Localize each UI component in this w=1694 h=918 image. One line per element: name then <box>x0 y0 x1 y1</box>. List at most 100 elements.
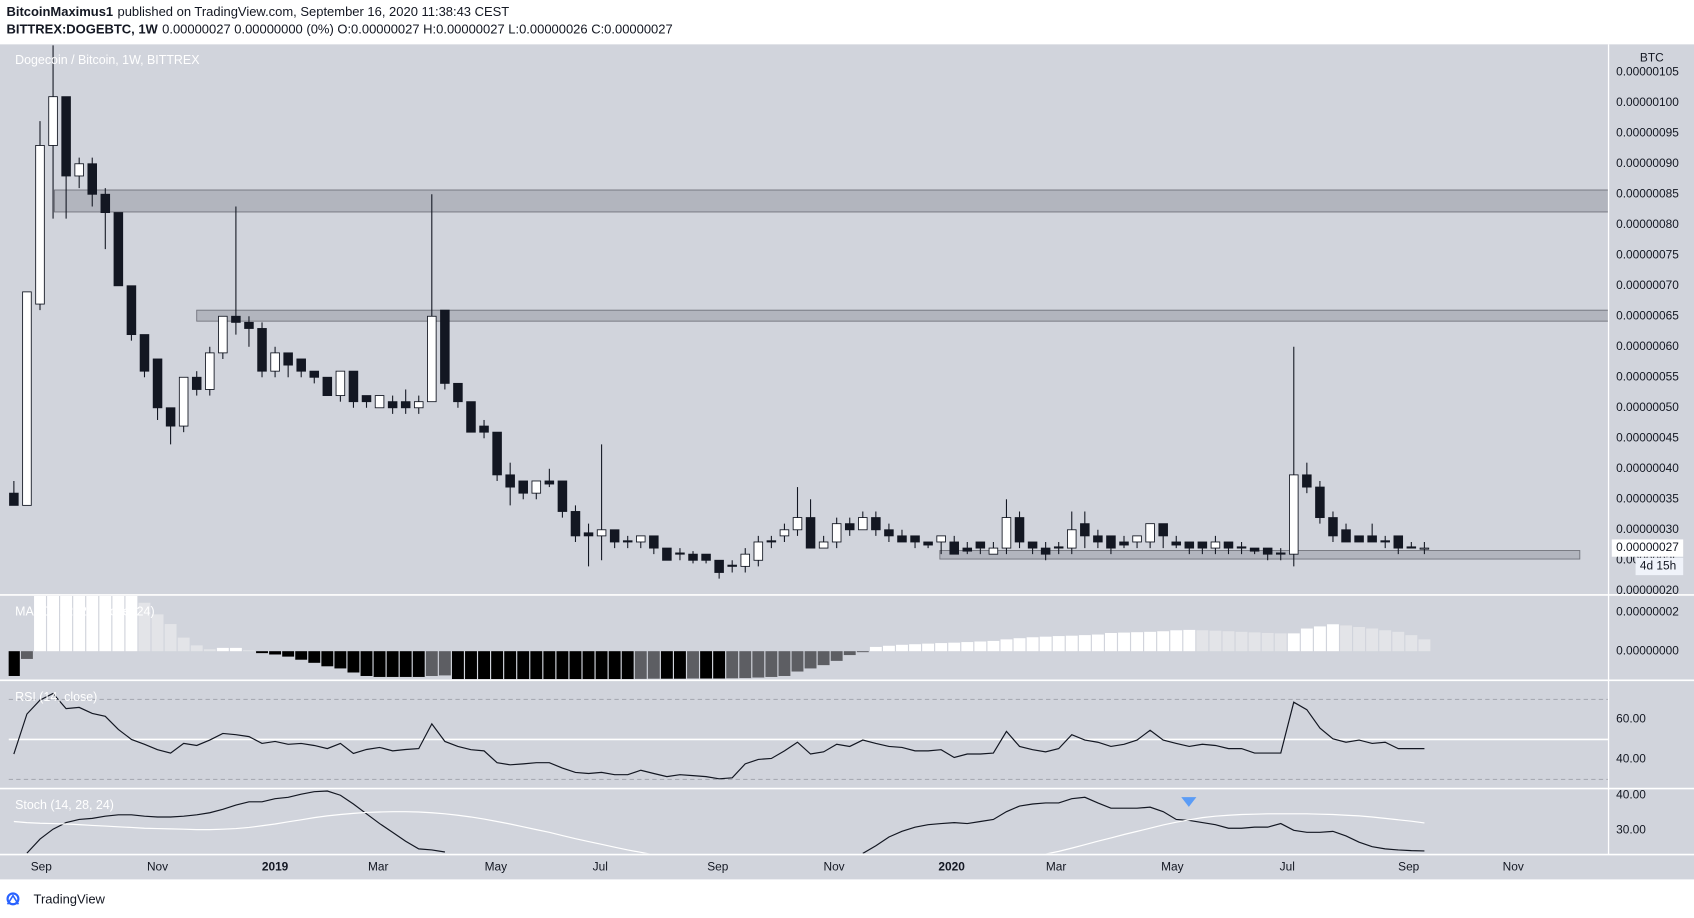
histogram-bar <box>164 624 177 652</box>
histogram-bar <box>595 651 608 680</box>
candle-body <box>1158 523 1168 537</box>
candle-body <box>649 535 659 549</box>
histogram-bar <box>713 651 726 679</box>
y-tick-label: 0.00000090 <box>1616 156 1679 170</box>
histogram-bar <box>478 651 490 680</box>
candle-body <box>1080 523 1090 537</box>
histogram-bar <box>843 651 856 656</box>
candle-body <box>962 547 973 552</box>
candle-body <box>1184 541 1195 549</box>
histogram-bar <box>1353 626 1366 652</box>
histogram-bar <box>269 651 282 655</box>
candle-body <box>1171 541 1182 546</box>
candle-body <box>1223 541 1234 549</box>
pane <box>8 692 1609 780</box>
candle-body <box>1302 474 1312 488</box>
histogram-bar <box>425 651 438 676</box>
candle-body <box>727 564 737 567</box>
x-tick-label: May <box>485 860 507 874</box>
countdown-box <box>1635 557 1684 576</box>
candle-body <box>988 547 999 555</box>
signal-marker <box>1181 797 1197 807</box>
candle-body <box>936 535 946 543</box>
candle-body <box>1380 540 1390 543</box>
indicator-line <box>13 811 1425 854</box>
histogram-bar <box>1078 635 1091 652</box>
candle-body <box>871 517 881 531</box>
candle-body <box>1106 535 1116 549</box>
histogram-bar <box>34 595 46 652</box>
candle-body <box>152 358 163 409</box>
candle-body <box>583 532 594 537</box>
candle-body <box>244 321 254 329</box>
histogram-bar <box>896 644 908 652</box>
candle-body <box>9 492 19 506</box>
histogram-bar <box>308 651 321 663</box>
candle-body <box>897 535 907 543</box>
y-tick-label: 0.00000100 <box>1616 95 1679 109</box>
candle-body <box>1001 517 1012 549</box>
histogram-bar <box>99 595 112 652</box>
histogram-bar <box>112 595 125 652</box>
candle-body <box>505 474 515 488</box>
x-tick-label: Nov <box>147 860 168 874</box>
histogram-bar <box>687 651 699 679</box>
y-tick-label: 0.00000050 <box>1616 400 1679 414</box>
histogram-bar <box>1366 628 1379 652</box>
y-tick-label: 40.00 <box>1616 752 1646 766</box>
candle-body <box>701 553 711 561</box>
histogram-bar <box>660 651 673 679</box>
histogram-bar <box>138 602 151 652</box>
candle-body <box>1289 474 1299 555</box>
y-tick-label: 30.00 <box>1616 822 1646 836</box>
pane-title: Stoch (14, 28, 24) <box>15 798 114 812</box>
histogram-bar <box>1405 635 1418 652</box>
indicator-line <box>26 790 1425 854</box>
candle-body <box>858 517 868 531</box>
histogram-bar <box>347 651 360 673</box>
zone <box>53 189 1609 213</box>
histogram-bar <box>1287 633 1300 652</box>
candle-body <box>975 541 986 549</box>
axis-unit: BTC <box>1640 51 1664 65</box>
candle-body <box>557 480 568 512</box>
candle-body <box>1119 541 1129 546</box>
histogram-bar <box>1274 633 1287 652</box>
histogram-bar <box>73 595 86 652</box>
histogram-bar <box>739 651 752 679</box>
histogram-bar <box>177 637 190 652</box>
histogram-bar <box>47 595 60 652</box>
histogram-bar <box>334 651 347 669</box>
histogram-bar <box>1392 631 1405 652</box>
candle-body <box>531 480 542 494</box>
x-tick-label: Mar <box>368 860 388 874</box>
y-tick-label: 0.00000080 <box>1616 217 1679 231</box>
candle-body <box>1210 541 1221 549</box>
candle-body <box>440 309 450 384</box>
histogram-bar <box>765 651 778 677</box>
candle-body <box>792 517 803 531</box>
candle-body <box>178 376 189 427</box>
candle-body <box>139 334 150 372</box>
candle-body <box>1132 535 1142 543</box>
candle-body <box>675 552 685 555</box>
histogram-bar <box>1131 632 1144 652</box>
histogram-bar <box>1340 625 1352 652</box>
pane-title: RSI (14, close) <box>15 690 97 704</box>
histogram-bar <box>360 651 373 676</box>
y-tick-label: 60.00 <box>1616 712 1646 726</box>
x-tick-label: 2020 <box>938 860 965 874</box>
zone <box>196 309 1609 322</box>
candle-body <box>1053 546 1064 549</box>
brand: TradingView <box>34 891 106 906</box>
indicator-line <box>13 692 1425 780</box>
candle-body <box>636 535 646 543</box>
histogram-bar <box>451 651 464 680</box>
quote: 0.00000027 0.00000000 (0%) O:0.00000027 … <box>162 22 673 37</box>
histogram-bar <box>203 649 216 652</box>
y-tick-label: 0.00000035 <box>1616 491 1679 505</box>
histogram-bar <box>543 651 556 680</box>
candle-body <box>400 401 411 409</box>
candle-body <box>1236 546 1247 549</box>
